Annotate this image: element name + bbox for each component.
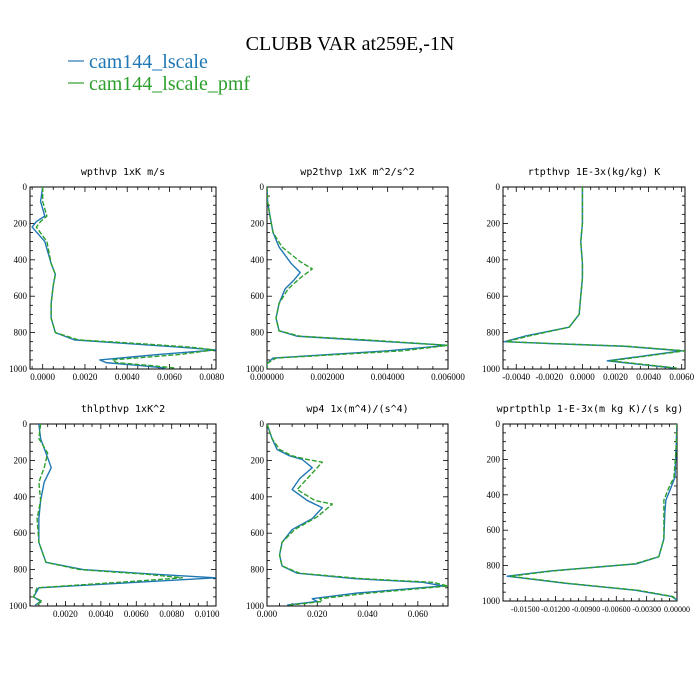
x-tick-label: 0.00000	[664, 605, 690, 614]
x-tick-label: 0.004000	[371, 372, 405, 382]
series-line-cam144-lscale	[267, 187, 448, 369]
panel-title: wpthvp 1xK m/s	[81, 167, 165, 178]
x-tick-label: 0.0100	[195, 609, 220, 619]
x-tick-label: 0.0060	[669, 372, 694, 382]
y-tick-label: 1000	[482, 364, 501, 374]
legend: cam144_lscale cam144_lscale_pmf	[68, 51, 250, 95]
plot-frame	[502, 186, 686, 370]
y-tick-label: 800	[487, 561, 501, 571]
x-tick-label: 0.060	[408, 609, 429, 619]
series-line-cam144-lscale	[31, 187, 216, 369]
x-tick-label: -0.0020	[535, 372, 563, 382]
x-tick-label: -0.00300	[632, 605, 661, 614]
panel-title: wp4 1x(m^4)/(s^4)	[306, 404, 408, 415]
panel-title: rtpthvp 1E-3x(kg/kg) K	[528, 167, 660, 178]
y-tick-label: 0	[23, 182, 28, 192]
y-tick-label: 600	[251, 291, 265, 301]
series-line-cam144-lscale	[503, 187, 683, 369]
panel-title: wp2thvp 1xK m^2/s^2	[300, 167, 414, 178]
y-tick-label: 800	[487, 328, 501, 338]
panel-2: wp2thvp 1xK m^2/s^2020040060080010000.00…	[246, 167, 465, 382]
x-tick-label: 0.0020	[53, 609, 78, 619]
x-tick-label: 0.0080	[199, 372, 224, 382]
y-tick-label: 400	[14, 255, 28, 265]
series-line-cam144-lscale	[32, 424, 216, 606]
y-tick-label: 800	[251, 565, 265, 575]
y-tick-label: 400	[251, 255, 265, 265]
y-tick-label: 400	[487, 255, 501, 265]
panel-4: thlpthvp 1xK^2 0 200 400 600 800 1000 0.0020 0.0…	[9, 404, 220, 619]
series-line-cam144-lscale-pmf	[267, 187, 448, 369]
x-tick-label: 0.0000	[30, 372, 55, 382]
y-tick-label: 600	[251, 528, 265, 538]
panel-title: wprtpthlp 1-E-3x(m kg K)/(s kg)	[497, 404, 684, 415]
x-tick-label: 0.006000	[431, 372, 465, 382]
x-tick-label: 0.0040	[88, 609, 113, 619]
y-tick-label: 1000	[482, 596, 501, 606]
y-tick-label: 0	[496, 182, 501, 192]
y-tick-label: 800	[14, 328, 28, 338]
legend-label-cam144-lscale-pmf: cam144_lscale_pmf	[89, 73, 250, 95]
x-tick-label: -0.01200	[541, 605, 570, 614]
y-tick-label: 400	[14, 492, 28, 502]
x-tick-label: 0.000000	[250, 372, 284, 382]
y-tick-label: 1000	[246, 364, 265, 374]
y-tick-label: 600	[14, 528, 28, 538]
panel-6: wprtpthlp 1-E-3x(m kg K)/(s kg) 0 200 400 60…	[482, 404, 690, 614]
series-line-cam144-lscale-pmf	[35, 187, 215, 369]
y-tick-label: 800	[251, 328, 265, 338]
x-tick-label: 0.000	[257, 609, 278, 619]
panel-title: thlpthvp 1xK^2	[81, 404, 165, 415]
y-tick-label: 800	[14, 565, 28, 575]
figure-title: CLUBB VAR at259E,-1N	[246, 33, 455, 55]
series-line-cam144-lscale	[267, 424, 444, 606]
x-tick-label: 0.0080	[159, 609, 184, 619]
x-tick-label: -0.00900	[572, 605, 601, 614]
legend-label-cam144-lscale: cam144_lscale	[89, 51, 208, 73]
y-tick-label: 400	[251, 492, 265, 502]
plot-frame	[266, 186, 449, 370]
series-line-cam144-lscale-pmf	[267, 424, 448, 606]
series-line-cam144-lscale-pmf	[509, 424, 677, 601]
x-tick-label: 0.0000	[570, 372, 595, 382]
y-tick-label: 200	[487, 218, 501, 228]
x-tick-label: 0.0040	[115, 372, 140, 382]
series-line-cam144-lscale-pmf	[32, 424, 184, 606]
y-tick-label: 200	[14, 218, 28, 228]
x-tick-label: 0.0060	[124, 609, 149, 619]
x-tick-label: -0.0040	[502, 372, 530, 382]
y-tick-label: 1000	[9, 601, 28, 611]
x-tick-label: 0.020	[307, 609, 328, 619]
y-tick-label: 0	[260, 182, 265, 192]
x-tick-label: 0.0060	[157, 372, 182, 382]
y-tick-label: 200	[251, 218, 265, 228]
y-tick-label: 200	[251, 455, 265, 465]
series-line-cam144-lscale-pmf	[505, 187, 685, 369]
plot-frame	[29, 186, 217, 370]
x-tick-label: 0.0020	[603, 372, 628, 382]
y-tick-label: 1000	[246, 601, 265, 611]
y-tick-label: 0	[23, 419, 28, 429]
x-tick-label: 0.0040	[636, 372, 661, 382]
y-tick-label: 0	[496, 419, 501, 429]
x-tick-label: 0.0020	[73, 372, 98, 382]
x-tick-label: 0.002000	[310, 372, 344, 382]
y-tick-label: 400	[487, 490, 501, 500]
x-tick-label: -0.00600	[602, 605, 631, 614]
y-tick-label: 200	[14, 455, 28, 465]
y-tick-label: 600	[487, 291, 501, 301]
y-tick-label: 1000	[9, 364, 28, 374]
panel-3: rtpthvp 1E-3x(kg/kg) K02004006008001000-…	[482, 167, 695, 382]
y-tick-label: 200	[487, 454, 501, 464]
y-tick-label: 0	[260, 419, 265, 429]
x-tick-label: 0.040	[357, 609, 378, 619]
y-tick-label: 600	[14, 291, 28, 301]
y-tick-label: 600	[487, 525, 501, 535]
x-tick-label: -0.01500	[511, 605, 540, 614]
